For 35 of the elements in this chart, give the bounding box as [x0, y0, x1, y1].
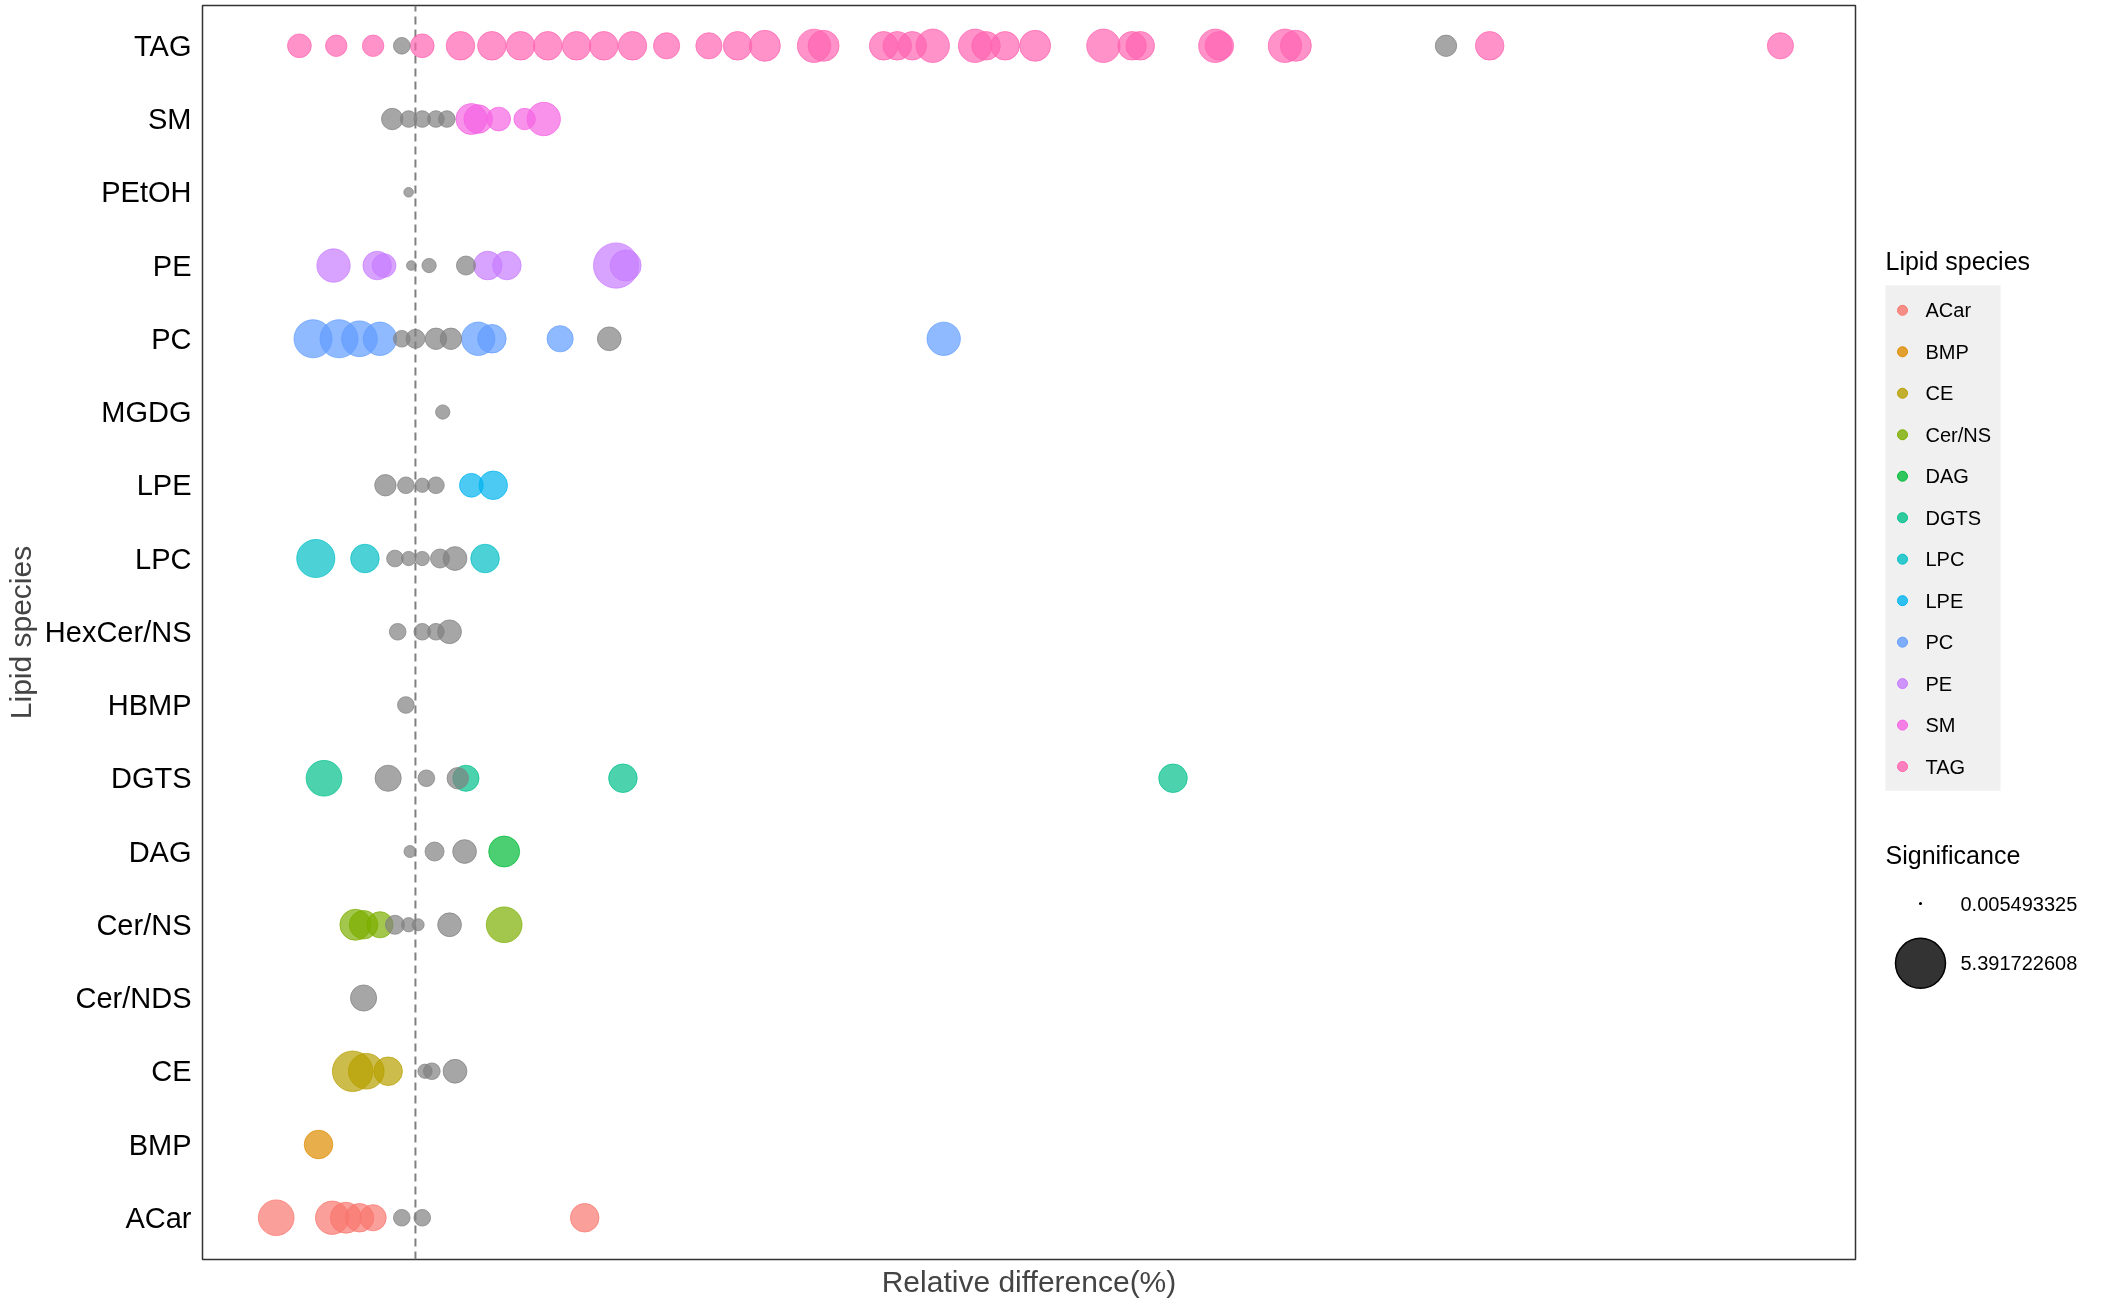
y-tick-label: MGDG: [101, 396, 192, 429]
legend-label: LPC: [1925, 548, 1965, 571]
legend-label: Cer/NS: [1925, 423, 1992, 446]
legend-label: SM: [1925, 714, 1956, 737]
legend-label: 0.005493325: [1960, 892, 2078, 915]
y-tick-label: Cer/NS: [96, 908, 192, 941]
y-tick-label: ACar: [125, 1201, 192, 1234]
y-tick-label: PEtOH: [101, 176, 192, 209]
y-tick-label: Cer/NDS: [75, 982, 192, 1015]
legend-title: Lipid species: [3, 545, 37, 720]
legend-label: CE: [1925, 382, 1954, 405]
legend-label: PC: [1925, 631, 1954, 654]
legend-label: ACar: [1925, 299, 1972, 322]
legend-label: BMP: [1925, 340, 1969, 363]
legend-label: LPE: [1925, 589, 1964, 612]
legend-label: DGTS: [1925, 506, 1982, 529]
y-tick-label: PC: [151, 322, 192, 355]
y-tick-label: DGTS: [110, 762, 192, 795]
text: Significance: [1885, 841, 2021, 870]
legend-label: 5.391722608: [1960, 952, 2078, 975]
y-tick-label: HexCer/NS: [44, 615, 192, 648]
y-tick-label: CE: [151, 1055, 192, 1088]
legend-label: PE: [1925, 672, 1953, 695]
legend-label: DAG: [1925, 465, 1969, 488]
y-tick-label: SM: [148, 103, 192, 136]
x-axis-title: Relative difference(%): [881, 1264, 1177, 1298]
y-tick-label: DAG: [128, 835, 192, 868]
y-axis-title: Lipid species: [1885, 247, 2031, 276]
y-tick-label: PE: [152, 249, 192, 282]
y-tick-label: HBMP: [107, 689, 192, 722]
y-tick-label: TAG: [134, 29, 192, 62]
y-tick-label: LPC: [135, 542, 192, 575]
y-tick-label: LPE: [136, 469, 192, 502]
y-tick-label: BMP: [128, 1128, 192, 1161]
legend-label: TAG: [1925, 755, 1966, 778]
